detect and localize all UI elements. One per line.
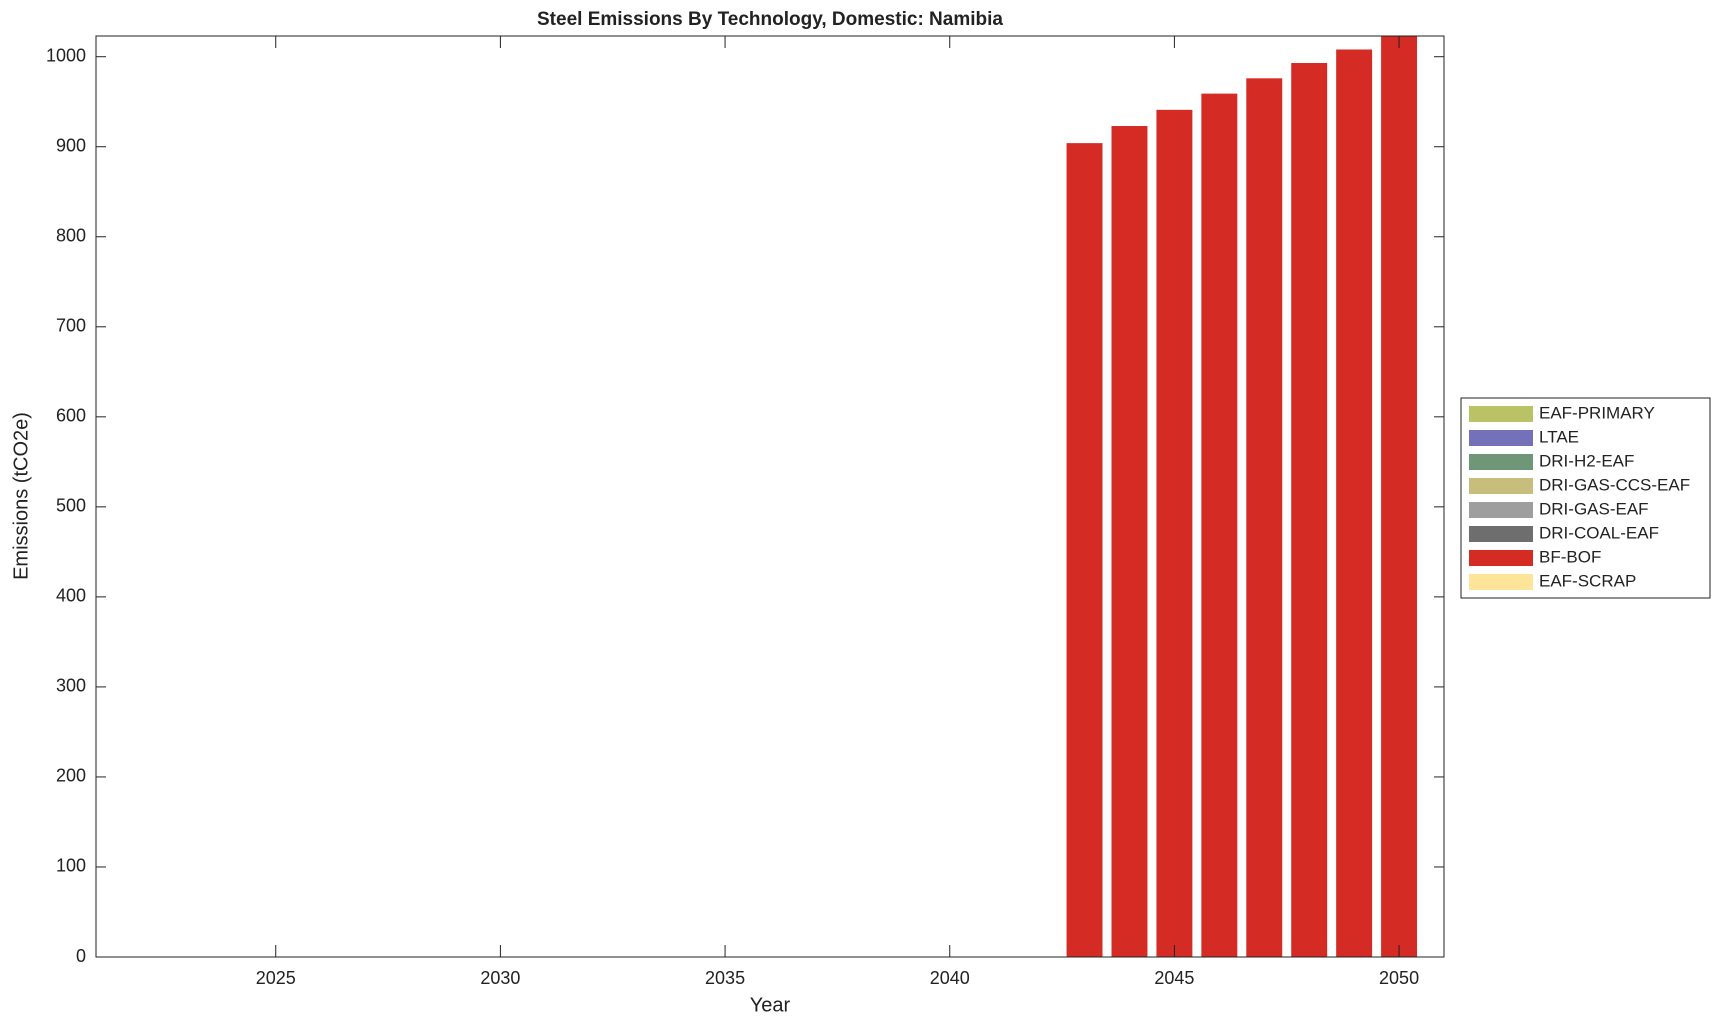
- legend-swatch: [1469, 502, 1533, 518]
- y-tick-label: 900: [56, 135, 86, 155]
- y-tick-label: 1000: [46, 45, 86, 65]
- y-tick-label: 100: [56, 856, 86, 876]
- bar: [1201, 93, 1238, 957]
- plot-frame: [95, 35, 1445, 958]
- legend-label: DRI-COAL-EAF: [1539, 523, 1659, 542]
- legend-swatch: [1469, 454, 1533, 470]
- legend-label: DRI-GAS-EAF: [1539, 499, 1649, 518]
- legend-box: [1460, 397, 1711, 599]
- legend-swatch: [1469, 574, 1533, 590]
- y-tick-label: 0: [76, 946, 86, 966]
- bar: [1246, 78, 1283, 957]
- bar: [1381, 36, 1418, 957]
- x-tick-label: 2045: [1154, 968, 1194, 988]
- y-axis-label: Emissions (tCO2e): [10, 412, 32, 580]
- x-tick-label: 2025: [256, 968, 296, 988]
- legend-label: LTAE: [1539, 427, 1579, 446]
- x-axis-label: Year: [750, 994, 791, 1016]
- bar: [1066, 143, 1103, 958]
- x-tick-label: 2030: [480, 968, 520, 988]
- bar: [1336, 49, 1373, 958]
- x-tick-label: 2040: [930, 968, 970, 988]
- bar: [1291, 63, 1328, 958]
- legend-label: EAF-PRIMARY: [1539, 403, 1655, 422]
- y-tick-label: 400: [56, 586, 86, 606]
- legend-swatch: [1469, 406, 1533, 422]
- y-tick-label: 700: [56, 316, 86, 336]
- legend-label: DRI-GAS-CCS-EAF: [1539, 475, 1690, 494]
- chart-title: Steel Emissions By Technology, Domestic:…: [537, 9, 1003, 30]
- legend-label: EAF-SCRAP: [1539, 571, 1636, 590]
- legend-swatch: [1469, 526, 1533, 542]
- y-tick-label: 800: [56, 226, 86, 246]
- legend-swatch: [1469, 430, 1533, 446]
- legend-label: BF-BOF: [1539, 547, 1601, 566]
- y-tick-label: 200: [56, 766, 86, 786]
- y-tick-label: 500: [56, 496, 86, 516]
- y-tick-label: 300: [56, 676, 86, 696]
- legend-swatch: [1469, 550, 1533, 566]
- bar: [1156, 109, 1193, 958]
- x-tick-label: 2035: [705, 968, 745, 988]
- bar: [1111, 126, 1148, 958]
- legend-label: DRI-H2-EAF: [1539, 451, 1634, 470]
- legend-swatch: [1469, 478, 1533, 494]
- x-tick-label: 2050: [1379, 968, 1419, 988]
- y-tick-label: 600: [56, 406, 86, 426]
